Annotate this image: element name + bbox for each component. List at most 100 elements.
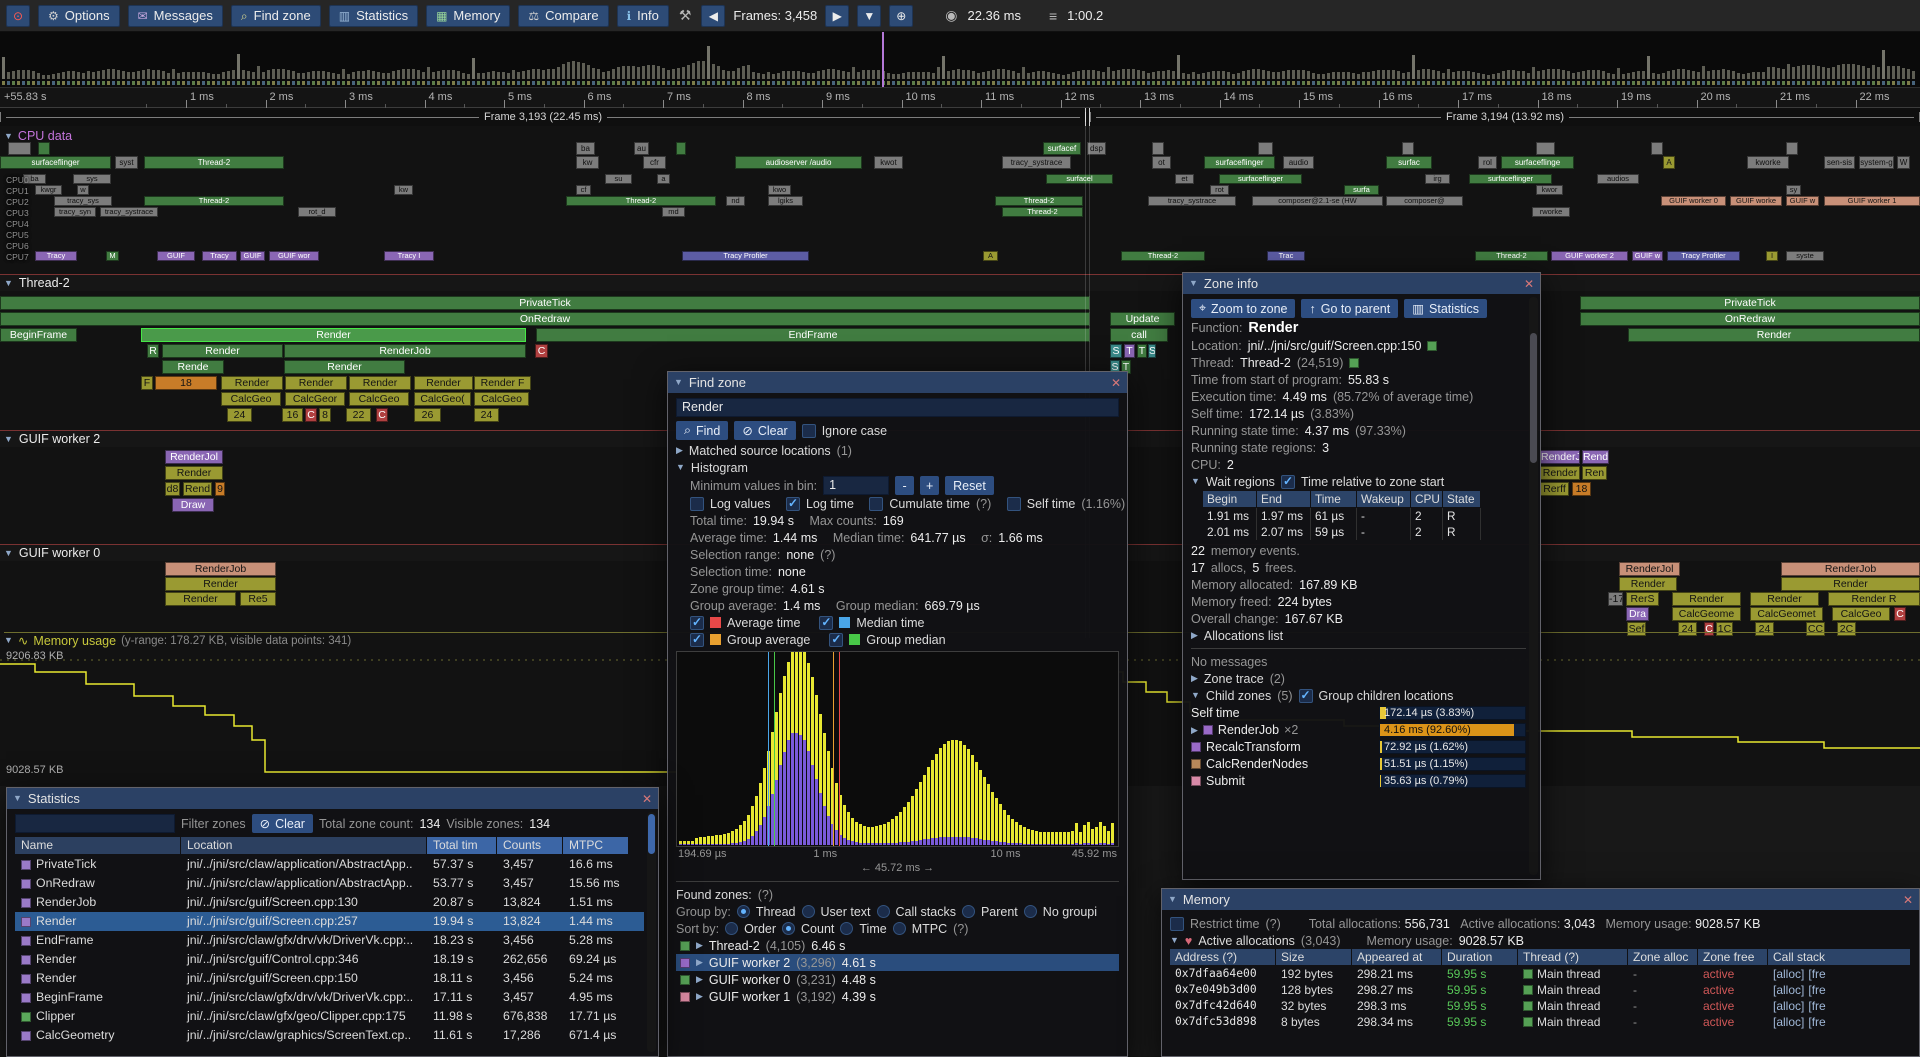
table-row[interactable]: EndFrame jni/../jni/src/claw/gfx/drv/vk/D… — [15, 931, 644, 950]
zone[interactable]: call — [1110, 328, 1168, 342]
radio-button[interactable] — [782, 922, 796, 935]
zone[interactable]: kwgr — [35, 185, 62, 195]
legend-checkbox[interactable] — [690, 632, 704, 647]
column-header[interactable]: Address (?) — [1170, 949, 1275, 965]
zoom-to-zone-button[interactable]: ⌖ Zoom to zone — [1191, 299, 1296, 318]
alloc-address[interactable]: 0x7dfaa64e00 — [1175, 967, 1257, 980]
zone[interactable]: composer@ — [1386, 196, 1463, 206]
zone[interactable]: kworke — [1747, 156, 1789, 169]
table-row[interactable]: CalcGeometry jni/../jni/src/claw/graphics… — [15, 1026, 644, 1045]
zone[interactable]: Render F — [474, 376, 531, 390]
zone[interactable]: audioserver /audio — [735, 156, 862, 169]
frames-row[interactable]: Frame 3,193 (22.45 ms) Frame 3,194 (13.9… — [0, 108, 1920, 126]
zone[interactable]: Render — [141, 328, 526, 342]
zone[interactable]: M — [106, 251, 119, 261]
table-row[interactable]: Render jni/../jni/src/guif/Control.cpp:34… — [15, 950, 644, 969]
zone[interactable]: RenderJob — [284, 344, 526, 358]
close-icon[interactable]: ✕ — [1902, 892, 1913, 907]
scrollbar[interactable] — [1529, 297, 1538, 875]
zone[interactable]: kwor — [1536, 185, 1563, 195]
zone-info-titlebar[interactable]: ▼ Zone info ✕ — [1183, 273, 1540, 294]
zone[interactable]: Re5 — [240, 592, 276, 606]
collapse-icon[interactable]: ▼ — [1191, 476, 1200, 486]
zone[interactable]: GUIF worker 2 — [1551, 251, 1628, 261]
radio-button[interactable] — [801, 905, 815, 918]
relative-time-checkbox[interactable] — [1280, 474, 1295, 489]
zone[interactable]: audios — [1597, 174, 1639, 184]
zone[interactable]: Render — [1750, 592, 1819, 606]
zone[interactable]: Update — [1110, 312, 1175, 326]
option-checkbox[interactable] — [690, 496, 704, 511]
zone[interactable]: Thread-2 — [1121, 251, 1205, 261]
statistics-button[interactable]: ▥ Statistics — [1404, 299, 1488, 318]
zone[interactable]: kw — [394, 185, 413, 195]
radio-button[interactable] — [1023, 905, 1037, 918]
zone[interactable]: 26 — [414, 408, 441, 422]
zone[interactable] — [676, 142, 686, 155]
column-header[interactable]: Thread (?) — [1518, 949, 1627, 965]
toolbar-button-options[interactable]: ⚙ Options — [38, 4, 120, 27]
zone[interactable]: Thread-2 — [1002, 207, 1083, 217]
zone[interactable]: Render — [414, 376, 473, 390]
zone[interactable]: C — [305, 408, 317, 422]
table-row[interactable]: PrivateTick jni/../jni/src/claw/applicati… — [15, 855, 644, 874]
thread-header[interactable]: ▼ Thread-2 — [0, 274, 1920, 291]
zone[interactable]: Draw — [172, 498, 214, 512]
zone[interactable]: 16 — [282, 408, 303, 422]
collapse-icon[interactable]: ▼ — [1168, 894, 1177, 904]
zone[interactable]: sy — [1786, 185, 1801, 195]
zone[interactable]: CalcGeo( — [414, 392, 471, 406]
zone[interactable]: BeginFrame — [0, 328, 77, 342]
zone[interactable]: 8 — [319, 408, 331, 422]
frame-segment[interactable]: Frame 3,194 (13.92 ms) — [1090, 108, 1920, 126]
clear-button[interactable]: ⊘ Clear — [734, 421, 796, 440]
alloc-address[interactable]: 0x7dfc42d640 — [1175, 999, 1257, 1012]
zone[interactable]: 18 — [155, 376, 217, 390]
zone[interactable]: PrivateTick — [1580, 296, 1920, 310]
toolbar-button-info[interactable]: ℹ Info — [616, 4, 669, 27]
zone[interactable]: audio — [1283, 156, 1314, 169]
child-zone-row[interactable]: Self time 172.14 µs (3.83%) — [1191, 705, 1526, 721]
collapse-icon[interactable]: ▼ — [674, 377, 683, 387]
zone[interactable] — [38, 142, 50, 155]
zone[interactable]: CalcGeo — [1832, 607, 1890, 621]
alloc-address[interactable]: 0x7e049b3d00 — [1175, 983, 1257, 996]
zone[interactable]: A — [1663, 156, 1675, 169]
zone[interactable]: d8 — [165, 482, 180, 496]
zone[interactable]: 18 — [1572, 482, 1591, 496]
zone[interactable]: Rend — [1582, 450, 1609, 464]
zone[interactable]: Thread-2 — [144, 196, 284, 206]
zone[interactable]: tracy_systrace — [1002, 156, 1071, 169]
zone[interactable]: Render — [221, 376, 283, 390]
zone[interactable]: F — [141, 376, 153, 390]
expand-icon[interactable]: ▶ — [676, 445, 683, 455]
zone[interactable]: -17 — [1608, 592, 1623, 606]
column-header[interactable]: Name — [15, 837, 180, 854]
radio-button[interactable] — [892, 922, 906, 935]
zone[interactable]: au — [634, 142, 649, 155]
zone[interactable]: a — [657, 174, 670, 184]
zone[interactable]: CalcGeome — [1672, 607, 1741, 621]
collapse-icon[interactable]: ▼ — [1189, 278, 1198, 288]
zone[interactable]: rol — [1478, 156, 1497, 169]
find-zone-titlebar[interactable]: ▼ Find zone ✕ — [668, 372, 1127, 393]
expand-icon[interactable]: ▶ — [1191, 630, 1198, 640]
radio-button[interactable] — [840, 922, 854, 935]
found-zone-group[interactable]: ▶ GUIF worker 1 (3,192) 4.39 s — [676, 988, 1119, 1005]
zone[interactable]: tracy_systrace — [1148, 196, 1236, 206]
statistics-titlebar[interactable]: ▼ Statistics ✕ — [7, 788, 658, 809]
expand-icon[interactable]: ▶ — [1191, 673, 1198, 683]
zone[interactable]: Render R — [1828, 592, 1920, 606]
cpu-data-header[interactable]: ▼ CPU data — [4, 129, 72, 143]
go-to-parent-button[interactable]: ↑ Go to parent — [1301, 299, 1399, 318]
zone[interactable]: Tracy Profiler — [1667, 251, 1740, 261]
found-zone-group[interactable]: ▶ GUIF worker 0 (3,231) 4.48 s — [676, 971, 1119, 988]
column-header[interactable]: Begin — [1203, 491, 1256, 507]
zone[interactable]: Tracy I — [384, 251, 434, 261]
zone[interactable] — [1258, 142, 1273, 155]
column-header[interactable]: MTPC — [563, 837, 628, 854]
zone[interactable]: rot — [1210, 185, 1229, 195]
call-stack[interactable]: [alloc] [fre — [1768, 982, 1911, 998]
collapse-icon[interactable]: ▼ — [1170, 935, 1179, 945]
table-row[interactable]: RenderJob jni/../jni/src/guif/Screen.cpp:… — [15, 893, 644, 912]
